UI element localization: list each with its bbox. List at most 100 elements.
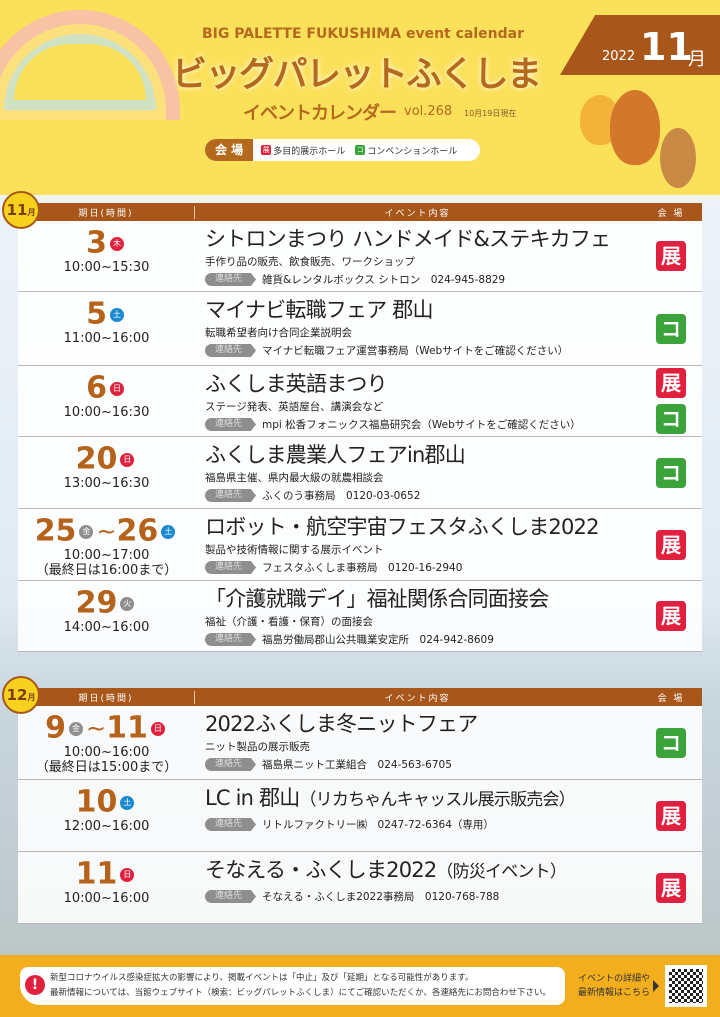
event-title: ふくしま英語まつり: [205, 370, 640, 398]
event-venue: 展コ: [640, 366, 702, 436]
weekday-badge: 日: [150, 721, 165, 736]
event-date: 3 木 10:00~15:30: [18, 221, 195, 291]
legend-label: 会 場: [205, 139, 254, 161]
event-title-suffix: （防災イベント）: [436, 862, 567, 882]
as-of-date: 10月19日現在: [464, 109, 517, 118]
legend-item-exhibition: 展多目的展示ホール: [261, 144, 345, 157]
legend-item-convention: ココンベンションホール: [355, 144, 457, 157]
more-info-text: イベントの詳細や: [577, 974, 650, 984]
contact-text: 福島労働局郡山公共職業安定所 024-942-8609: [262, 634, 494, 646]
venue-badge: コ: [656, 313, 686, 344]
event-date: 10 土 12:00~16:00: [18, 780, 195, 851]
event-contact: 連絡先 フェスタふくしま事務局 0120-16-2940: [205, 560, 640, 575]
contact-label: 連絡先: [205, 561, 257, 574]
contact-text: リトルファクトリー㈱ 0247-72-6364（専用）: [262, 819, 494, 831]
event-description: ニット製品の展示販売: [205, 741, 310, 753]
event-content: ふくしま英語まつり ステージ発表、英語屋台、講演会など 連絡先 mpi 松香フォニ…: [195, 366, 640, 436]
event-row[interactable]: 11 日 10:00~16:00 そなえる・ふくしま2022（防災イベント） 連絡先…: [18, 852, 702, 924]
month-unit: 月: [27, 208, 36, 217]
event-title: シトロンまつり ハンドメイド&ステキカフェ: [205, 225, 640, 253]
event-row[interactable]: 29 火 14:00~16:00 「介護就職デイ」福祉関係合同面接会 福祉（介護・看…: [18, 581, 702, 652]
event-day: 6: [86, 370, 107, 406]
event-venue: コ: [640, 292, 702, 365]
event-title: マイナビ転職フェア 郡山: [205, 296, 640, 324]
legend-text: 多目的展示ホール: [273, 146, 346, 157]
event-contact: 連絡先 そなえる・ふくしま2022事務局 0120-768-788: [205, 889, 640, 904]
event-day: 11: [75, 856, 118, 892]
notice-line: 最新情報については、当館ウェブサイト（検索：ビッグパレットふくしま）にてご確認い…: [50, 988, 551, 998]
event-row[interactable]: 9 金 ~11 日 10:00~16:00 （最終日は15:00まで） 2022ふくしま冬…: [18, 706, 702, 780]
contact-label: 連絡先: [205, 418, 257, 431]
event-contact: 連絡先 福島労働局郡山公共職業安定所 024-942-8609: [205, 632, 640, 647]
event-row[interactable]: 25 金 ~26 土 10:00~17:00 （最終日は16:00まで） ロボット・航空宇…: [18, 509, 702, 581]
more-info-link[interactable]: イベントの詳細や 最新情報はこちら: [572, 972, 650, 1000]
event-day: 29: [75, 585, 118, 621]
venue-badge: 展: [656, 601, 686, 631]
event-row[interactable]: 6 日 10:00~16:30 ふくしま英語まつり ステージ発表、英語屋台、講演会な…: [18, 366, 702, 437]
event-contact: 連絡先 リトルファクトリー㈱ 0247-72-6364（専用）: [205, 817, 640, 832]
column-date: 期日(時間): [18, 205, 195, 219]
header: BIG PALETTE FUKUSHIMA event calendar ビッグ…: [0, 0, 720, 195]
weekday-badge: 金: [69, 721, 83, 736]
range-tilde: ~: [86, 714, 107, 743]
covid-notice: ! 新型コロナウイルス感染症拡大の影響により、掲載イベントは「中止」及び「延期」…: [20, 967, 565, 1005]
month-badge: 12月: [2, 676, 40, 714]
weekday-badge: 土: [161, 524, 176, 539]
contact-label: 連絡先: [205, 758, 257, 771]
contact-text: 雑貨&レンタルボックス シトロン 024-945-8829: [262, 274, 506, 286]
event-title: ロボット・航空宇宙フェスタふくしま2022: [205, 513, 640, 541]
event-end-day: 26: [116, 513, 159, 549]
notice-line: 新型コロナウイルス感染症拡大の影響により、掲載イベントは「中止」及び「延期」とな…: [50, 973, 474, 983]
contact-text: そなえる・ふくしま2022事務局 0120-768-788: [262, 891, 500, 903]
issue-month: 2022 11 月: [560, 15, 720, 75]
event-row[interactable]: 5 土 11:00~16:00 マイナビ転職フェア 郡山 転職希望者向け合同企業説明…: [18, 292, 702, 366]
event-row[interactable]: 20 日 13:00~16:30 ふくしま農業人フェアin郡山 福島県主催、県内最大…: [18, 437, 702, 509]
event-date: 20 日 13:00~16:30: [18, 437, 195, 508]
weekday-badge: 土: [109, 307, 124, 322]
contact-label: 連絡先: [205, 489, 257, 502]
volume: vol.268: [404, 104, 453, 119]
month-kanji: 月: [688, 49, 706, 70]
contact-label: 連絡先: [205, 818, 257, 831]
contact-text: ふくのう事務局 0120-03-0652: [262, 490, 421, 502]
table-header: 期日(時間) イベント内容 会 場: [18, 688, 702, 706]
event-description: 転職希望者向け合同企業説明会: [205, 327, 352, 339]
event-date: 6 日 10:00~16:30: [18, 366, 195, 436]
month-section: 11月 期日(時間) イベント内容 会 場 3 木 10:00~15:30 シトロンまつ…: [2, 191, 702, 652]
event-title-text: 2022ふくしま冬ニットフェア: [205, 712, 478, 736]
main-title: ビッグパレットふくしま: [172, 55, 542, 95]
event-venue: 展: [640, 581, 702, 651]
event-contact: 連絡先 福島県ニット工業組合 024-563-6705: [205, 757, 640, 772]
event-time: 13:00~16:30: [63, 475, 150, 491]
event-title: そなえる・ふくしま2022（防災イベント）: [205, 856, 640, 886]
qr-code[interactable]: [665, 965, 707, 1007]
venue-badge: コ: [656, 727, 686, 758]
event-time: （最終日は15:00まで）: [35, 759, 178, 775]
event-time: （最終日は16:00まで）: [35, 562, 178, 578]
event-row[interactable]: 10 土 12:00~16:00 LC in 郡山（リカちゃんキャッスル展示販売会）…: [18, 780, 702, 852]
event-title-text: ふくしま英語まつり: [205, 372, 388, 396]
legend-text: コンベンションホール: [367, 146, 458, 157]
event-date: 25 金 ~26 土 10:00~17:00 （最終日は16:00まで）: [18, 509, 195, 580]
event-content: シトロンまつり ハンドメイド&ステキカフェ 手作り品の販売、飲食販売、ワークショ…: [195, 221, 640, 291]
event-title-text: ふくしま農業人フェアin郡山: [205, 443, 466, 467]
month-badge: 11月: [2, 191, 40, 229]
weekday-badge: 木: [109, 236, 124, 251]
range-tilde: ~: [96, 517, 117, 546]
event-row[interactable]: 3 木 10:00~15:30 シトロンまつり ハンドメイド&ステキカフェ 手作り品…: [18, 221, 702, 292]
bear-illustration: [660, 128, 696, 188]
event-venue: コ: [640, 437, 702, 508]
venue-badge: 展: [656, 529, 686, 560]
event-contact: 連絡先 マイナビ転職フェア運営事務局（Webサイトをご確認ください）: [205, 343, 640, 358]
event-content: 「介護就職デイ」福祉関係合同面接会 福祉（介護・看護・保育）の面接会 連絡先 福島…: [195, 581, 640, 651]
column-venue: 会 場: [657, 693, 685, 704]
event-venue: 展: [640, 852, 702, 923]
convention-hall-icon: コ: [355, 145, 366, 155]
event-time: 12:00~16:00: [63, 818, 150, 834]
event-date: 9 金 ~11 日 10:00~16:00 （最終日は15:00まで）: [18, 706, 195, 779]
event-time: 10:00~16:30: [63, 404, 150, 420]
event-venue: コ: [640, 706, 702, 779]
event-description: 手作り品の販売、飲食販売、ワークショップ: [205, 256, 415, 268]
event-date: 29 火 14:00~16:00: [18, 581, 195, 651]
weekday-badge: 日: [109, 381, 124, 396]
